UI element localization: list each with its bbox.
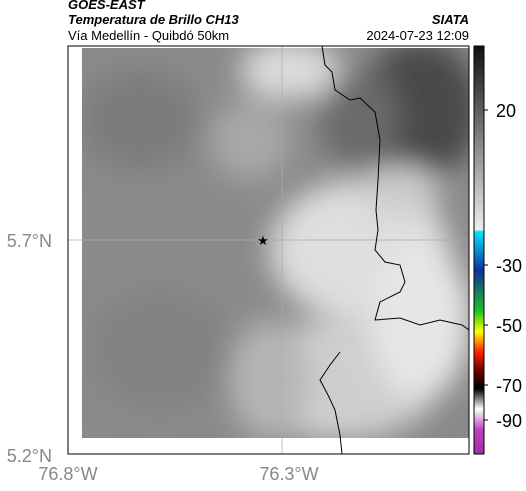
satellite-label: GOES-EAST (68, 0, 146, 12)
colorbar-tick-label: -70 (496, 376, 522, 396)
colorbar (473, 45, 485, 455)
colorbar-tick-label: -30 (496, 256, 522, 276)
lat-label: 5.7°N (7, 231, 52, 251)
colorbar-tick-label: -90 (496, 411, 522, 431)
colorbar-ticks (484, 109, 488, 421)
lon-label: 76.8°W (38, 464, 97, 484)
datetime-label: 2024-07-23 12:09 (366, 28, 469, 43)
map-frame (67, 45, 470, 455)
source-label: SIATA (432, 12, 469, 27)
product-title: Temperatura de Brillo CH13 (68, 12, 240, 27)
route-label: Vía Medellín - Quibdó 50km (68, 28, 229, 43)
colorbar-tick-label: -50 (496, 316, 522, 336)
colorbar-tick-label: 20 (496, 101, 516, 121)
location-marker: ★ (257, 233, 269, 248)
coastline (319, 45, 470, 455)
satellite-image (82, 48, 469, 438)
lat-label: 5.2°N (7, 446, 52, 466)
lon-label: 76.3°W (259, 464, 318, 484)
